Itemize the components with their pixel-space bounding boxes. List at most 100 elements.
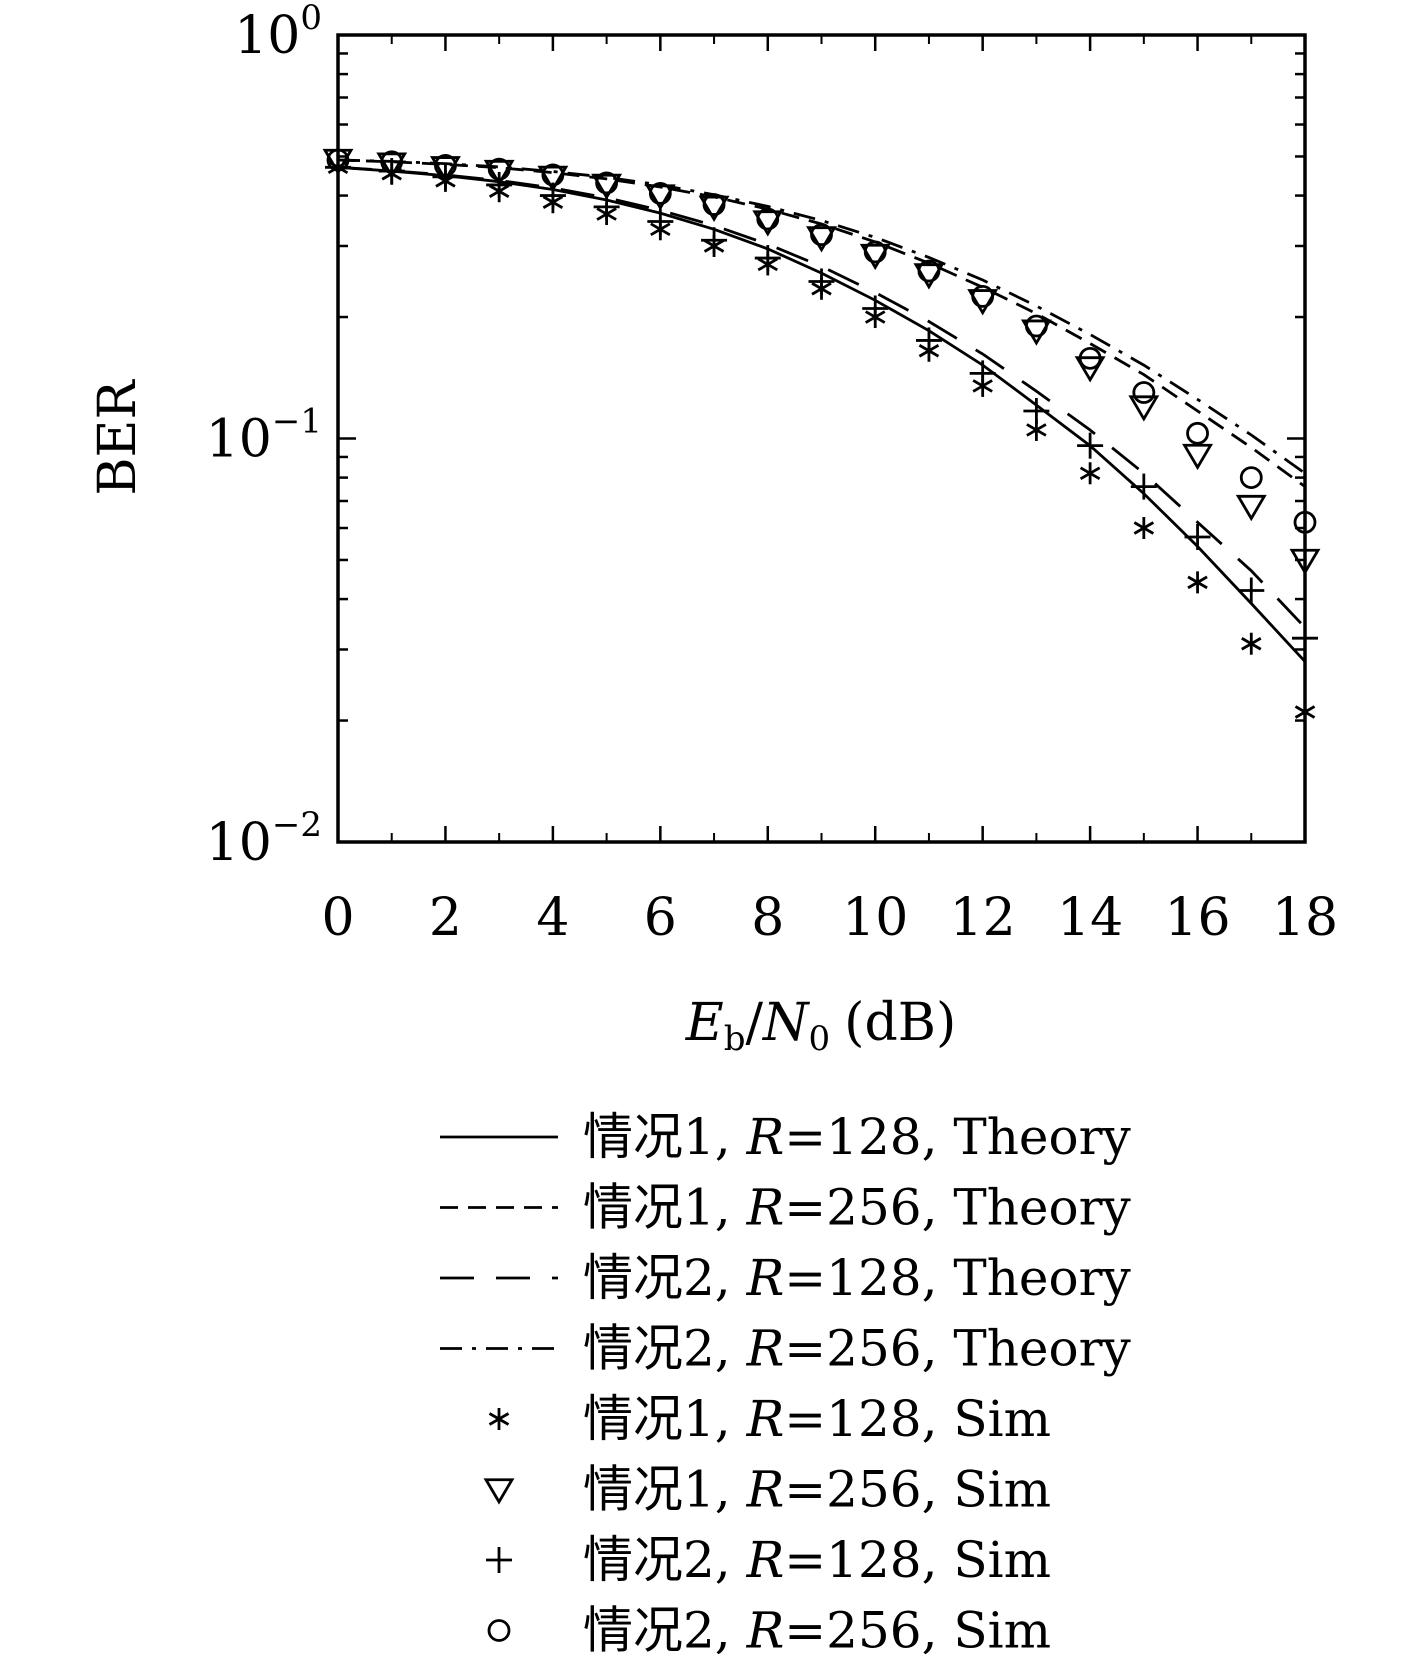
legend-entry-7: 情况2, R=128, Sim (486, 1531, 1051, 1589)
series-8-point (917, 259, 941, 283)
series-8-point (756, 207, 780, 231)
series-8-point (971, 284, 995, 308)
x-tick-label: 18 (1272, 888, 1338, 948)
series-7-point (1130, 473, 1157, 500)
series-8-point (595, 171, 619, 195)
legend-entry-8: 情况2, R=256, Sim (487, 1602, 1051, 1660)
legend-label: 情况2, R=256, Theory (583, 1320, 1132, 1378)
ticks-layer (336, 35, 1307, 844)
series-7-point (593, 193, 620, 220)
y-axis-label: BER (88, 378, 148, 495)
series-7-point (432, 163, 459, 190)
series-8-point (1239, 466, 1263, 490)
legend-marker (488, 1408, 510, 1430)
legend-entry-1: 情况1, R=128, Theory (440, 1108, 1132, 1166)
series-6-point (429, 156, 461, 183)
series-6-point (1235, 494, 1267, 522)
legend-label: 情况1, R=128, Sim (583, 1390, 1051, 1448)
series-line-3 (338, 165, 1305, 629)
legend: 情况1, R=128, Theory 情况1, R=256, Theory 情况2,… (440, 1108, 1132, 1660)
y-tick-label: 10−2 (206, 805, 322, 873)
x-tick-label: 6 (644, 888, 677, 948)
legend-label: 情况1, R=256, Sim (583, 1461, 1051, 1519)
x-label-b: b (724, 1019, 746, 1059)
series-7-point (647, 208, 674, 235)
series-8-point (1186, 421, 1209, 445)
x-label-slash: / (745, 993, 763, 1053)
series-line-4 (338, 158, 1305, 475)
series-6-point (1074, 356, 1106, 383)
series-7-point (1184, 524, 1211, 551)
series-line-1 (338, 165, 1305, 663)
series-7-point (915, 327, 942, 354)
series-8-point (810, 223, 833, 247)
series-6-point (1182, 443, 1214, 471)
series-5-point (1187, 571, 1208, 594)
series-8-point (487, 157, 511, 181)
legend-entry-4: 情况2, R=256, Theory (440, 1320, 1132, 1378)
series-7-point (701, 227, 728, 254)
series-7-point (1077, 432, 1104, 459)
series-6-point (913, 263, 945, 290)
x-label-zero: 0 (809, 1019, 831, 1059)
markers-layer (322, 148, 1321, 723)
series-6-point (483, 159, 515, 187)
series-7-point (486, 171, 513, 198)
legend-marker (487, 1619, 511, 1642)
series-8-point (1024, 314, 1048, 338)
x-tick-label: 8 (751, 888, 784, 948)
legend-label: 情况2, R=128, Sim (583, 1531, 1051, 1589)
legend-marker (486, 1547, 512, 1573)
series-8-point (702, 193, 726, 216)
legend-entry-3: 情况2, R=128, Theory (440, 1249, 1132, 1307)
x-tick-label: 14 (1057, 888, 1123, 948)
series-7-point (1023, 397, 1050, 424)
x-tick-label: 12 (950, 888, 1016, 948)
series-8-point (541, 163, 565, 187)
series-8-point (1132, 381, 1156, 404)
series-6-point (967, 289, 999, 316)
series-7-point (862, 295, 889, 322)
legend-label: 情况1, R=256, Theory (583, 1179, 1132, 1237)
x-label-n: N (761, 993, 810, 1053)
y-tick-label: 10−1 (206, 402, 322, 470)
x-tick-label: 16 (1164, 888, 1230, 948)
series-7-point (808, 268, 835, 295)
x-tick-label: 2 (429, 888, 462, 948)
series-6-point (752, 210, 784, 237)
series-6-point (698, 195, 730, 222)
x-label-e: E (685, 993, 724, 1053)
series-6-point (1128, 395, 1160, 422)
series-6-point (537, 165, 569, 192)
series-6-point (859, 243, 891, 271)
x-tick-label: 0 (321, 888, 354, 948)
series-5-point (1241, 632, 1262, 655)
series-5-point (1079, 462, 1101, 485)
x-label-unit: (dB) (844, 993, 956, 1053)
series-6-point (376, 152, 408, 179)
series-8-point (648, 181, 672, 205)
series-8-point (1078, 346, 1102, 370)
x-tick-label: 4 (536, 888, 569, 948)
legend-entry-5: 情况1, R=128, Sim (488, 1390, 1051, 1448)
series-7-point (539, 182, 566, 209)
series-5-point (1133, 517, 1155, 540)
series-6-point (806, 226, 837, 253)
y-tick-label: 100 (234, 0, 322, 66)
legend-entry-6: 情况1, R=256, Sim (483, 1461, 1051, 1519)
series-8-point (380, 150, 404, 174)
x-tick-labels: 0 2 4 6 8 10 12 14 16 18 (321, 888, 1338, 948)
legend-entry-2: 情况1, R=256, Theory (440, 1179, 1132, 1237)
series-7-point (754, 245, 781, 272)
series-7-point (1238, 577, 1265, 604)
series-7-point (969, 360, 996, 387)
series-line-2 (338, 158, 1305, 488)
plot-frame (336, 33, 1307, 844)
y-tick-labels: 100 10−1 10−2 (206, 0, 322, 873)
series-6-point (644, 184, 676, 211)
x-axis-label: Eb/N0 (dB) (685, 993, 956, 1059)
series-8-point (863, 240, 887, 264)
x-tick-label: 10 (842, 888, 908, 948)
legend-label: 情况1, R=128, Theory (583, 1108, 1132, 1166)
